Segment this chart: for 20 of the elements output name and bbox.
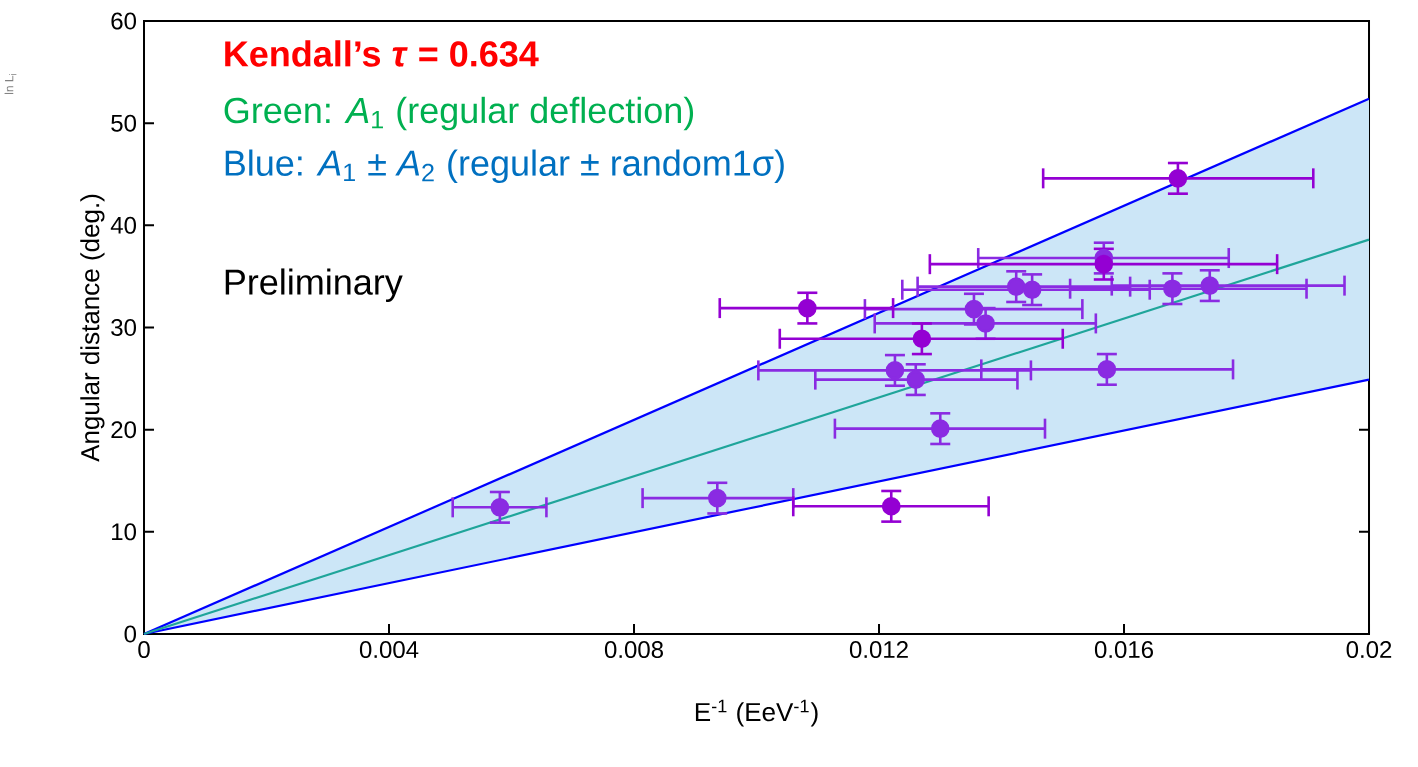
y-tick-label: 10 bbox=[112, 523, 137, 541]
text: ln L$_{i}$ bbox=[4, 73, 17, 94]
x-tick-label: 0.004 bbox=[359, 641, 419, 659]
x-tick-label: 0.012 bbox=[849, 641, 908, 659]
x-tick-label: 0.016 bbox=[1094, 641, 1153, 659]
x-tick-label: 0 bbox=[138, 641, 150, 659]
y-tick-label: 60 bbox=[111, 12, 137, 30]
annotation: Kendall’s τ = 0.634 bbox=[225, 40, 539, 67]
y-tick-label: 0 bbox=[124, 625, 137, 643]
annotation: Blue: A$_{1}$ ± A$_{2}$ (regular ± random1σ) bbox=[225, 149, 784, 184]
y-tick-label: 50 bbox=[111, 114, 137, 132]
x-tick-label: 0.008 bbox=[604, 641, 663, 659]
x-axis-title: E$^{-1}$ (EeV$^{-1}$) bbox=[695, 699, 818, 727]
y-tick-label: 30 bbox=[111, 319, 137, 336]
y-tick-label: 20 bbox=[111, 421, 137, 439]
annotation: Green: A$_{1}$ (regular deflection) bbox=[224, 96, 694, 131]
x-tick-label: 0.02 bbox=[1346, 641, 1392, 659]
y-tick-label: 40 bbox=[110, 216, 137, 234]
y-axis-title: Angular distance (deg.) bbox=[80, 194, 105, 462]
annotation: Preliminary bbox=[225, 268, 403, 302]
